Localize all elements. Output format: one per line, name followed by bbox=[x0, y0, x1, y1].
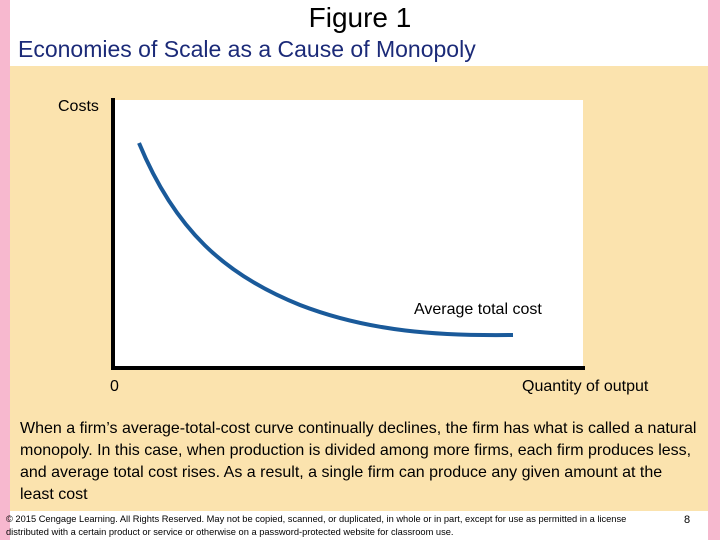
y-axis-label: Costs bbox=[58, 98, 99, 115]
right-decorative-stripe bbox=[708, 0, 720, 540]
curve-label: Average total cost bbox=[414, 301, 542, 318]
origin-label: 0 bbox=[110, 378, 119, 395]
slide-subtitle: Economies of Scale as a Cause of Monopol… bbox=[18, 36, 476, 62]
x-axis-label: Quantity of output bbox=[522, 378, 649, 395]
slide-title: Figure 1 bbox=[308, 2, 412, 33]
copyright-footer: © 2015 Cengage Learning. All Rights Rese… bbox=[6, 514, 627, 537]
graph-area bbox=[113, 100, 583, 368]
page-number: 8 bbox=[684, 514, 691, 526]
left-stripe-notch bbox=[10, 0, 20, 66]
right-stripe-notch bbox=[694, 0, 708, 66]
left-decorative-stripe bbox=[0, 0, 10, 540]
figure-caption: When a firm’s average-total-cost curve c… bbox=[20, 420, 697, 503]
average-total-cost-curve bbox=[137, 142, 514, 338]
